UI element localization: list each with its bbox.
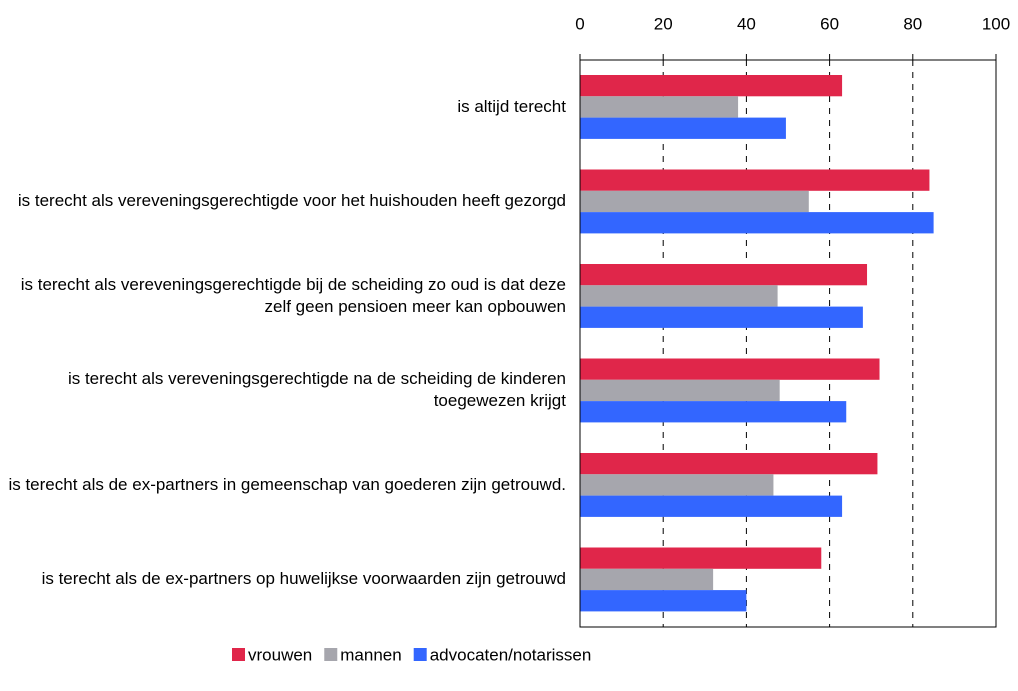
category-label: is terecht als de ex-partners op huwelij… bbox=[41, 569, 566, 589]
category-label: is terecht als de ex-partners in gemeens… bbox=[8, 474, 566, 494]
legend-label: advocaten/notarissen bbox=[430, 645, 592, 664]
bar bbox=[580, 96, 739, 118]
bar bbox=[580, 117, 786, 139]
x-tick-label: 60 bbox=[820, 14, 839, 33]
legend-label: vrouwen bbox=[248, 645, 312, 664]
bar bbox=[580, 264, 868, 286]
x-tick-label: 100 bbox=[982, 14, 1010, 33]
bar bbox=[580, 169, 930, 191]
bar bbox=[580, 401, 847, 423]
category-label: is altijd terecht bbox=[457, 96, 566, 116]
bar bbox=[580, 212, 934, 234]
legend-swatch bbox=[324, 648, 338, 661]
bar bbox=[580, 568, 714, 591]
bar bbox=[580, 306, 863, 328]
category-label: is terecht als vereveningsgerechtigde vo… bbox=[17, 191, 566, 211]
bar bbox=[580, 590, 747, 612]
bar bbox=[580, 285, 778, 307]
legend-swatch bbox=[413, 648, 427, 661]
bar bbox=[580, 75, 843, 97]
x-tick-label: 0 bbox=[575, 14, 584, 33]
legend-swatch bbox=[232, 648, 245, 661]
bar bbox=[580, 358, 880, 380]
bar bbox=[580, 379, 780, 402]
bar bbox=[580, 453, 878, 475]
bar bbox=[580, 547, 822, 569]
category-label: is terecht als vereveningsgerechtigde na… bbox=[67, 369, 566, 411]
plot-frame bbox=[579, 59, 997, 628]
x-tick-label: 80 bbox=[903, 14, 922, 33]
bar bbox=[580, 190, 809, 213]
x-tick-label: 20 bbox=[654, 14, 673, 33]
bar bbox=[580, 495, 843, 517]
legend-label: mannen bbox=[340, 645, 401, 664]
bar bbox=[580, 474, 774, 496]
x-tick-label: 40 bbox=[737, 14, 756, 33]
category-label: is terecht als vereveningsgerechtigde bi… bbox=[20, 274, 566, 316]
